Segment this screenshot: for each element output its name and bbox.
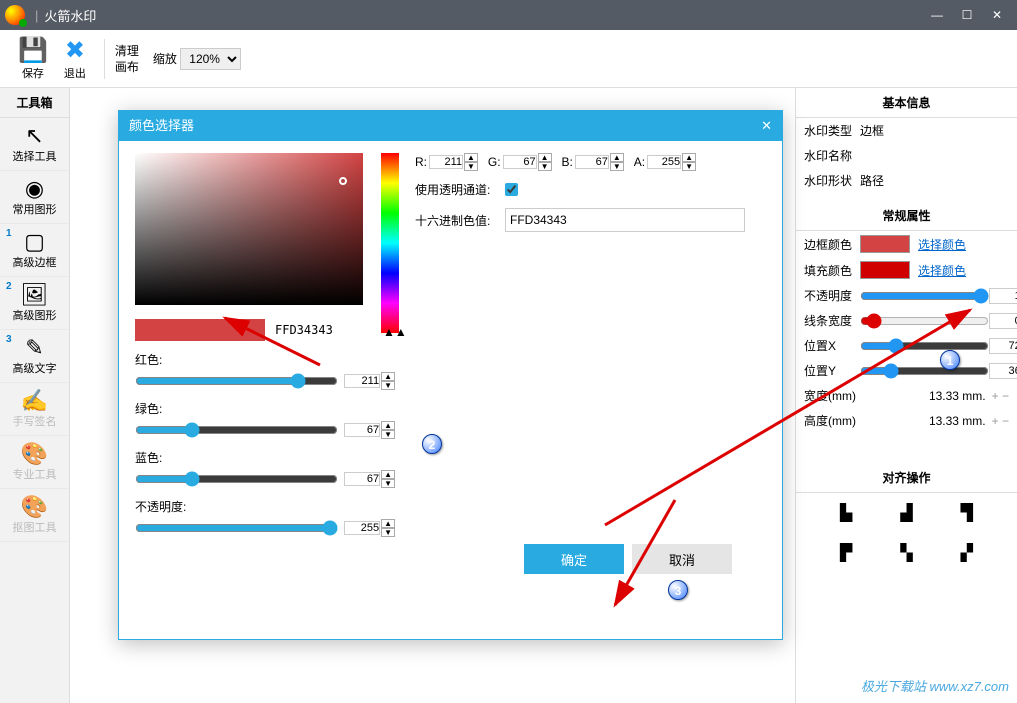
posx-input[interactable] — [989, 338, 1017, 354]
align-middle-icon[interactable]: ▚ — [900, 543, 912, 563]
posx-slider[interactable] — [860, 338, 989, 354]
basic-info-title: 基本信息 — [796, 88, 1017, 118]
height-value: 13.33 mm. — [860, 414, 986, 428]
divider — [104, 39, 105, 79]
hex-label: 十六进制色值: — [415, 212, 505, 229]
red-slider[interactable] — [135, 373, 338, 389]
select-tool[interactable]: ↖选择工具 — [0, 118, 69, 171]
watermark-shape: 路径 — [860, 172, 884, 189]
opacity-slider[interactable] — [860, 288, 989, 304]
dialog-close-icon[interactable]: ✕ — [761, 111, 772, 141]
maximize-button[interactable]: ☐ — [952, 8, 982, 22]
zoom-label: 缩放 — [153, 52, 177, 66]
titlebar: | 火箭水印 — ☐ ✕ — [0, 0, 1017, 30]
vertical-sep: | — [35, 8, 38, 23]
align-row2: ▛ ▚ ▞ — [796, 533, 1017, 573]
rgba-inputs: R:▲▼ G:▲▼ B:▲▼ A:▲▼ — [415, 153, 766, 171]
app-title: 火箭水印 — [44, 6, 96, 25]
r-input[interactable] — [429, 155, 463, 169]
graphic-tool[interactable]: 2🖼高级图形 — [0, 277, 69, 330]
align-bottom-icon[interactable]: ▞ — [961, 543, 973, 563]
red-label: 红色: — [135, 353, 162, 367]
annotation-2: 2 — [422, 434, 442, 454]
hue-slider[interactable]: ▲▲ — [381, 153, 399, 333]
toolbox-sidebar: 工具箱 ↖选择工具 ◉常用图形 1▢高级边框 2🖼高级图形 3✎高级文字 ✍手写… — [0, 88, 70, 703]
circle-icon: ◉ — [0, 177, 69, 201]
border-color-swatch[interactable] — [860, 235, 910, 253]
align-center-icon[interactable]: ▟ — [900, 503, 912, 523]
signature-icon: ✍ — [0, 389, 69, 413]
common-props-title: 常规属性 — [796, 201, 1017, 231]
close-button[interactable]: ✕ — [982, 8, 1012, 22]
g-input[interactable] — [503, 155, 537, 169]
green-input[interactable] — [344, 423, 380, 437]
cancel-button[interactable]: 取消 — [632, 544, 732, 574]
stroke-slider[interactable] — [860, 313, 989, 329]
align-top-icon[interactable]: ▛ — [840, 543, 852, 563]
color-preview — [135, 319, 265, 341]
zoom-control: 缩放 120% — [153, 48, 241, 70]
cursor-icon: ↖ — [0, 124, 69, 148]
pro-tool[interactable]: 🎨专业工具 — [0, 436, 69, 489]
alpha-checkbox[interactable] — [505, 183, 518, 196]
handwriting-tool[interactable]: ✍手写签名 — [0, 383, 69, 436]
fill-color-swatch[interactable] — [860, 261, 910, 279]
watermark-type: 边框 — [860, 122, 884, 139]
opacity-input[interactable] — [989, 288, 1017, 304]
cutout-tool[interactable]: 🎨抠图工具 — [0, 489, 69, 542]
width-value: 13.33 mm. — [860, 389, 986, 403]
posy-slider[interactable] — [860, 363, 989, 379]
red-input[interactable] — [344, 374, 380, 388]
green-slider[interactable] — [135, 422, 338, 438]
color-picker-dialog: 颜色选择器 ✕ ▲▲ FFD34343 红色: ▲▼ 绿色: ▲▼ 蓝色: ▲▼… — [118, 110, 783, 640]
picker-cursor[interactable] — [339, 177, 347, 185]
alpha-slider[interactable] — [135, 520, 338, 536]
align-title: 对齐操作 — [796, 463, 1017, 493]
dialog-titlebar[interactable]: 颜色选择器 ✕ — [119, 111, 782, 141]
minimize-button[interactable]: — — [922, 8, 952, 22]
posy-input[interactable] — [989, 363, 1017, 379]
dialog-title: 颜色选择器 — [129, 111, 194, 141]
save-button[interactable]: 💾保存 — [18, 37, 48, 81]
properties-panel: 基本信息 水印类型边框 水印名称 水印形状路径 常规属性 边框颜色选择颜色 填充… — [795, 88, 1017, 703]
site-watermark: 极光下载站 www.xz7.com — [861, 676, 1009, 695]
shapes-tool[interactable]: ◉常用图形 — [0, 171, 69, 224]
down-icon[interactable]: ▼ — [381, 381, 395, 390]
main-toolbar: 💾保存 ✖退出 清理画布 缩放 120% — [0, 30, 1017, 88]
toolbox-title: 工具箱 — [0, 88, 69, 118]
align-row1: ▙ ▟ ▜ — [796, 493, 1017, 533]
align-right-icon[interactable]: ▜ — [961, 503, 973, 523]
palette-icon: 🎨 — [0, 442, 69, 466]
app-icon — [5, 5, 25, 25]
blue-label: 蓝色: — [135, 451, 162, 465]
hex-input[interactable] — [505, 208, 745, 232]
blue-input[interactable] — [344, 472, 380, 486]
border-tool[interactable]: 1▢高级边框 — [0, 224, 69, 277]
annotation-1: 1 — [940, 350, 960, 370]
exit-button[interactable]: ✖退出 — [64, 37, 86, 81]
clear-canvas-button[interactable]: 清理画布 — [115, 43, 139, 75]
align-left-icon[interactable]: ▙ — [840, 503, 852, 523]
annotation-3: 3 — [668, 580, 688, 600]
text-tool[interactable]: 3✎高级文字 — [0, 330, 69, 383]
save-icon: 💾 — [18, 37, 48, 65]
choose-border-color[interactable]: 选择颜色 — [918, 236, 966, 253]
ok-button[interactable]: 确定 — [524, 544, 624, 574]
a-input[interactable] — [647, 155, 681, 169]
green-label: 绿色: — [135, 402, 162, 416]
blue-slider[interactable] — [135, 471, 338, 487]
alpha-channel-label: 使用透明通道: — [415, 181, 505, 198]
choose-fill-color[interactable]: 选择颜色 — [918, 262, 966, 279]
exit-icon: ✖ — [64, 37, 86, 65]
window-controls: — ☐ ✕ — [922, 8, 1012, 22]
palette-icon: 🎨 — [0, 495, 69, 519]
saturation-value-picker[interactable] — [135, 153, 363, 305]
alpha-input[interactable] — [344, 521, 380, 535]
hex-display: FFD34343 — [275, 323, 333, 337]
opacity-label: 不透明度: — [135, 500, 186, 514]
up-icon[interactable]: ▲ — [381, 372, 395, 381]
stroke-input[interactable] — [989, 313, 1017, 329]
b-input[interactable] — [575, 155, 609, 169]
zoom-select[interactable]: 120% — [180, 48, 241, 70]
